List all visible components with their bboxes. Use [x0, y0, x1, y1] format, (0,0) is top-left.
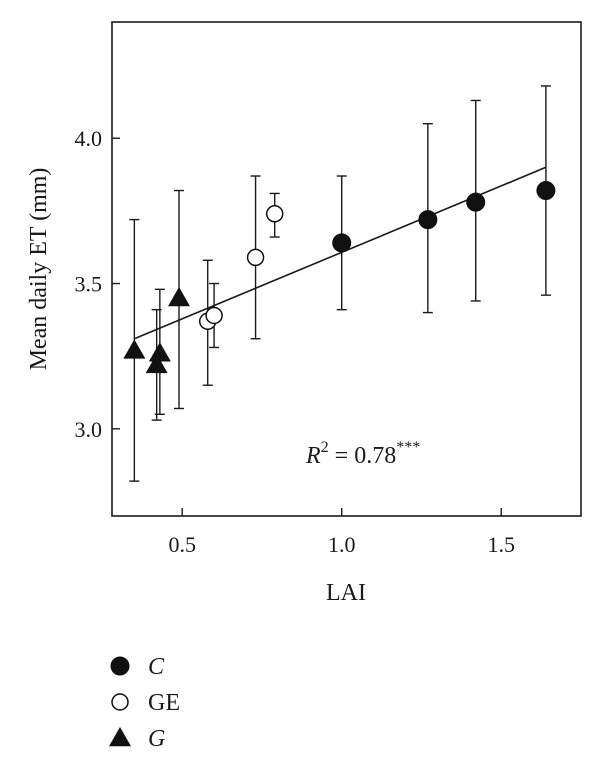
axis-ticks: 0.5 1.0 1.5 3.0 3.5 4.0 — [75, 126, 515, 557]
significance-stars: *** — [396, 439, 420, 456]
x-tick-label: 0.5 — [168, 532, 196, 557]
x-tick-label: 1.0 — [328, 532, 356, 557]
legend-label: G — [148, 726, 165, 752]
legend: C GE G — [109, 654, 180, 752]
r-value: = 0.78 — [329, 443, 397, 469]
legend-label: C — [148, 654, 165, 680]
y-axis-label: Mean daily ET (mm) — [26, 168, 52, 371]
legend-marker-c — [110, 656, 130, 676]
error-bars — [129, 85, 551, 482]
data-point-c — [466, 192, 486, 212]
data-point-g — [148, 342, 171, 362]
data-point-g — [168, 287, 190, 307]
data-point-g — [123, 339, 146, 359]
legend-marker-g — [109, 727, 131, 747]
trendline-group — [134, 166, 547, 340]
data-point-c — [536, 181, 556, 201]
data-point-g — [145, 353, 168, 374]
data-point-ge — [205, 306, 223, 325]
r-symbol: R — [305, 443, 321, 469]
legend-marker-ge — [111, 693, 129, 711]
trendline — [134, 166, 547, 340]
y-tick-label: 3.5 — [75, 272, 103, 297]
r-squared-annotation: R2 = 0.78*** — [305, 439, 420, 469]
data-point-c — [418, 210, 438, 230]
data-markers — [123, 181, 556, 374]
legend-label: GE — [148, 690, 180, 716]
data-point-ge — [246, 248, 265, 267]
plot-frame — [111, 21, 582, 517]
data-point-c — [332, 233, 352, 253]
y-tick-label: 3.0 — [75, 417, 103, 442]
y-tick-label: 4.0 — [75, 126, 103, 151]
x-axis-label: LAI — [326, 580, 366, 606]
x-tick-label: 1.5 — [487, 532, 515, 557]
r-superscript: 2 — [321, 439, 329, 456]
data-point-ge — [265, 205, 284, 223]
